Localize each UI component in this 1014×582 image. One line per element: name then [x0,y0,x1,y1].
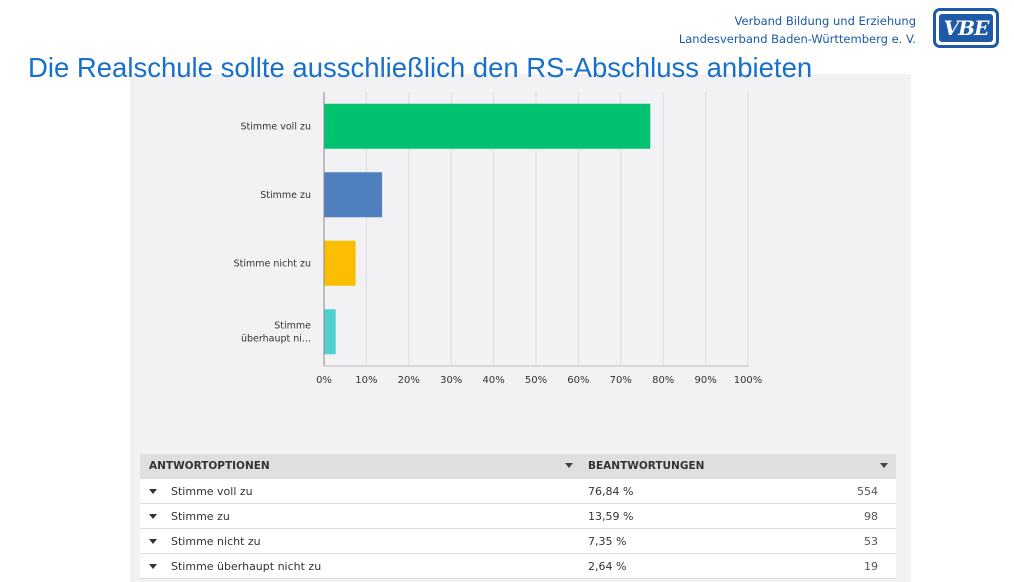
bar [324,103,651,149]
header-answer-options[interactable]: ANTWORTOPTIONEN [149,460,270,472]
slide-title: Die Realschule sollte ausschließlich den… [28,52,813,83]
x-tick-label: 10% [355,375,377,386]
table-header: ANTWORTOPTIONEN BEANTWORTUNGEN [140,454,896,479]
expand-caret-icon[interactable] [149,539,157,544]
organization-line-1: Verband Bildung und Erziehung [734,14,916,28]
row-label: Stimme nicht zu [171,535,261,548]
table-row[interactable]: Stimme nicht zu 7,35 % 53 [140,529,896,554]
expand-caret-icon[interactable] [149,514,157,519]
row-count: 19 [864,560,878,573]
bar [324,240,356,286]
row-count: 554 [857,485,878,498]
category-label: Stimme nicht zu [234,258,311,269]
sort-caret-icon[interactable] [880,463,888,468]
table-row[interactable]: Stimme voll zu 76,84 % 554 [140,479,896,504]
sort-caret-icon[interactable] [565,463,573,468]
x-tick-label: 20% [398,375,420,386]
bar [324,309,336,355]
table-body: Stimme voll zu 76,84 % 554 Stimme zu 13,59 %… [140,479,896,579]
category-label: Stimme zu [260,190,311,201]
x-tick-label: 70% [610,375,632,386]
row-label: Stimme zu [171,510,230,523]
category-label: Stimme voll zu [240,121,311,132]
x-tick-label: 0% [316,375,332,386]
header-responses[interactable]: BEANTWORTUNGEN [588,460,705,472]
expand-caret-icon[interactable] [149,489,157,494]
organization-name: Verband Bildung und Erziehung Landesverb… [679,12,916,48]
expand-caret-icon[interactable] [149,564,157,569]
row-percent: 13,59 % [588,510,634,523]
row-label: Stimme überhaupt nicht zu [171,560,322,573]
vbe-logo: VBE [933,8,999,48]
x-tick-label: 60% [567,375,589,386]
x-tick-label: 80% [652,375,674,386]
row-count: 53 [864,535,878,548]
x-tick-label: 100% [734,375,763,386]
row-percent: 76,84 % [588,485,634,498]
row-count: 98 [864,510,878,523]
x-tick-label: 30% [440,375,462,386]
row-percent: 7,35 % [588,535,627,548]
table-row[interactable]: Stimme überhaupt nicht zu 2,64 % 19 [140,554,896,579]
category-label: überhaupt ni... [241,333,311,344]
results-table: ANTWORTOPTIONEN BEANTWORTUNGEN Stimme vo… [140,454,896,579]
category-label: Stimme [274,320,311,331]
table-row[interactable]: Stimme zu 13,59 % 98 [140,504,896,529]
row-percent: 2,64 % [588,560,627,573]
vbe-logo-text: VBE [939,14,993,42]
x-tick-label: 50% [525,375,547,386]
x-tick-label: 40% [482,375,504,386]
organization-line-2: Landesverband Baden-Württemberg e. V. [678,32,916,46]
x-tick-label: 90% [694,375,716,386]
row-label: Stimme voll zu [171,485,253,498]
bar-chart: 0% 10% 20% 30% 40% 50% 60% 70% 80% 90% 100% Stimme … [234,92,763,386]
bar [324,172,383,218]
